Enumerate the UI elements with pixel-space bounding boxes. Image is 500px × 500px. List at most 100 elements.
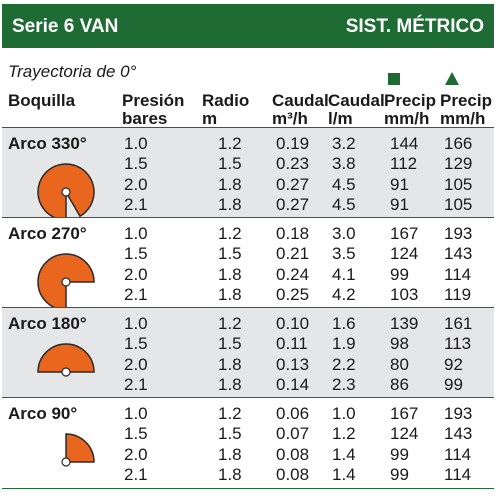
trajectory-label: Trayectoria de 0° — [8, 62, 137, 81]
col-flow-m3h-unit: m³/h — [272, 109, 308, 128]
table-cell: 1.0 — [124, 134, 148, 153]
arc-pattern-icon — [36, 238, 106, 313]
table-cell: 98 — [390, 334, 409, 353]
arc-pattern-icon — [36, 148, 106, 223]
sprinkler-head-dot — [61, 367, 71, 377]
table-cell: 99 — [444, 375, 463, 394]
table-cell: 143 — [444, 424, 473, 443]
table-cell: 1.8 — [218, 285, 242, 304]
table-cell: 4.5 — [332, 175, 356, 194]
table-cell: 1.8 — [218, 465, 242, 484]
table-cell: 2.2 — [332, 355, 356, 374]
table-cell: 114 — [444, 465, 472, 484]
col-pressure-header: Presión bares — [122, 92, 184, 128]
square-symbol-icon — [388, 73, 400, 85]
table-header-bar: Serie 6 VAN SIST. MÉTRICO — [2, 4, 494, 48]
table-cell: 1.5 — [218, 334, 242, 353]
table-cell: 0.10 — [276, 314, 310, 333]
table-bottom-border — [2, 488, 494, 489]
table-cell: 1.5 — [218, 424, 242, 443]
table-cell: 1.5 — [218, 244, 242, 263]
table-cell: 193 — [444, 404, 473, 423]
col-flow-lm-title: Caudal — [328, 91, 385, 110]
table-cell: 1.4 — [332, 445, 356, 464]
sprinkler-head-dot — [61, 277, 71, 287]
table-cell: 105 — [444, 175, 473, 194]
col-flow-m3h-header: Caudal m³/h — [272, 92, 329, 128]
arc-sector-shape — [37, 343, 95, 373]
table-cell: 1.5 — [124, 424, 148, 443]
table-cell: 0.27 — [276, 195, 310, 214]
col-radius-title: Radio — [202, 91, 250, 110]
table-cell: 80 — [390, 355, 409, 374]
table-cell: 91 — [390, 175, 409, 194]
table-cell: 0.11 — [276, 334, 308, 353]
arc-label: Arco 330° — [8, 134, 87, 153]
table-cell: 114 — [444, 445, 472, 464]
table-cell: 2.1 — [124, 465, 148, 484]
arc-pattern-icon — [36, 418, 106, 493]
section-divider — [2, 127, 494, 128]
section-divider — [2, 217, 494, 218]
col-flow-m3h-title: Caudal — [272, 91, 329, 110]
triangle-symbol-icon — [445, 72, 459, 85]
table-cell: 0.27 — [276, 175, 310, 194]
table-cell: 0.19 — [276, 134, 310, 153]
col-flow-lm-header: Caudal l/m — [328, 92, 385, 128]
col-flow-lm-unit: l/m — [328, 109, 353, 128]
series-title: Serie 6 VAN — [12, 16, 119, 37]
table-cell: 1.5 — [124, 334, 148, 353]
table-cell: 0.13 — [276, 355, 310, 374]
table-cell: 1.5 — [218, 154, 242, 173]
nozzle-performance-table: Serie 6 VAN SIST. MÉTRICO Trayectoria de… — [2, 4, 494, 494]
table-cell: 0.14 — [276, 375, 310, 394]
col-precip-triangle-header: Precip mm/h — [440, 92, 492, 128]
table-cell: 0.21 — [276, 244, 310, 263]
col-precip-square-title: Precip — [384, 91, 436, 110]
table-cell: 129 — [444, 154, 473, 173]
table-cell: 0.25 — [276, 285, 310, 304]
table-cell: 144 — [390, 134, 419, 153]
table-cell: 4.5 — [332, 195, 356, 214]
arc-section: Arco 180° 1.0 1.2 0.10 1.6 139 161 1.5 1.5 0.11 1.… — [2, 308, 494, 398]
table-cell: 99 — [390, 465, 409, 484]
col-nozzle-header: Boquilla — [8, 91, 76, 110]
table-cell: 3.2 — [332, 134, 356, 153]
table-cell: 1.8 — [218, 175, 242, 194]
col-precip-square-header: Precip mm/h — [384, 92, 436, 128]
table-cell: 1.2 — [332, 424, 356, 443]
section-divider — [2, 307, 494, 308]
table-cell: 91 — [390, 195, 409, 214]
col-precip-triangle-title: Precip — [440, 91, 492, 110]
table-cell: 105 — [444, 195, 473, 214]
table-cell: 0.18 — [276, 224, 310, 243]
table-cell: 167 — [390, 224, 419, 243]
table-cell: 1.6 — [332, 314, 356, 333]
table-cell: 1.8 — [218, 195, 242, 214]
arc-label: Arco 90° — [8, 404, 78, 423]
arc-sector-shape — [65, 433, 95, 463]
col-precip-triangle-unit: mm/h — [440, 109, 486, 128]
sprinkler-head-dot — [61, 457, 71, 467]
table-cell: 166 — [444, 134, 473, 153]
table-cell: 2.1 — [124, 195, 148, 214]
table-cell: 1.2 — [218, 224, 242, 243]
section-divider — [2, 397, 494, 398]
table-cell: 1.0 — [332, 404, 356, 423]
table-cell: 1.9 — [332, 334, 356, 353]
table-cell: 0.06 — [276, 404, 310, 423]
col-precip-square-unit: mm/h — [384, 109, 430, 128]
table-cell: 0.08 — [276, 465, 310, 484]
table-cell: 2.0 — [124, 265, 148, 284]
table-cell: 143 — [444, 244, 473, 263]
system-label: SIST. MÉTRICO — [345, 16, 484, 37]
table-cell: 1.8 — [218, 375, 242, 394]
table-cell: 124 — [390, 244, 419, 263]
table-cell: 0.07 — [276, 424, 310, 443]
table-cell: 0.08 — [276, 445, 310, 464]
arc-pattern-icon — [36, 328, 106, 403]
table-cell: 124 — [390, 424, 419, 443]
table-cell: 193 — [444, 224, 473, 243]
table-cell: 1.2 — [218, 314, 242, 333]
table-cell: 167 — [390, 404, 419, 423]
